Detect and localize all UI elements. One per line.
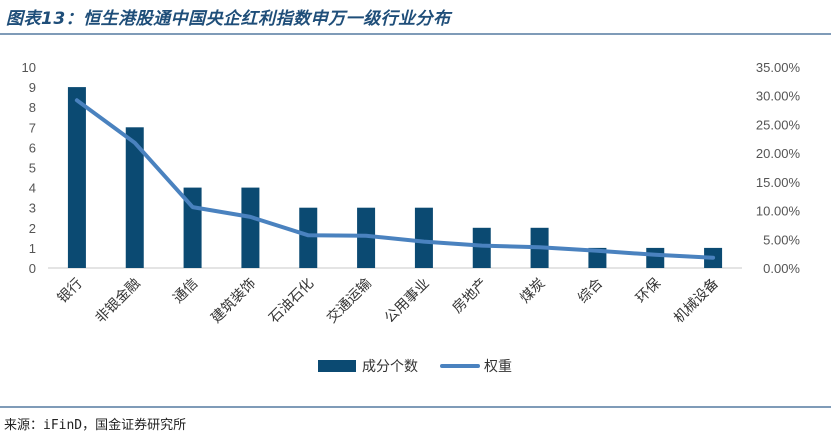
legend-bar-swatch <box>318 360 356 372</box>
left-axis-tick-label: 3 <box>29 201 36 216</box>
right-axis-tick-label: 0.00% <box>763 261 800 276</box>
chart-title: 图表13：恒生港股通中国央企红利指数申万一级行业分布 <box>6 9 451 29</box>
bar <box>125 127 144 268</box>
bar <box>414 207 433 268</box>
bar <box>299 207 318 268</box>
left-axis-tick-label: 5 <box>29 161 36 176</box>
right-axis-tick-label: 5.00% <box>763 232 800 247</box>
category-label: 非银金融 <box>93 276 144 327</box>
category-label: 房地产 <box>450 276 491 317</box>
left-axis-tick-label: 1 <box>29 241 36 256</box>
left-axis-tick-label: 10 <box>22 60 36 75</box>
legend-bar-label: 成分个数 <box>362 359 418 375</box>
category-label: 公用事业 <box>382 276 433 327</box>
category-label: 煤炭 <box>517 276 548 307</box>
category-label: 交通运输 <box>323 275 375 327</box>
left-axis-tick-label: 8 <box>29 100 36 115</box>
category-label: 综合 <box>575 276 606 307</box>
right-axis-tick-label: 30.00% <box>756 89 801 104</box>
bar <box>241 187 260 268</box>
bar <box>472 227 491 268</box>
right-axis-tick-label: 25.00% <box>756 117 801 132</box>
category-label: 环保 <box>633 276 664 307</box>
right-axis-tick-label: 15.00% <box>756 175 801 190</box>
category-label: 通信 <box>170 276 201 307</box>
right-axis-tick-label: 35.00% <box>756 60 801 75</box>
bar <box>67 87 86 268</box>
left-axis-tick-label: 6 <box>29 140 36 155</box>
left-axis-tick-label: 0 <box>29 261 36 276</box>
category-label: 银行 <box>55 276 86 307</box>
title-divider <box>0 33 831 35</box>
right-axis-tick-label: 20.00% <box>756 146 801 161</box>
bar <box>646 247 665 268</box>
source-note: 来源：iFinD，国金证券研究所 <box>4 418 187 433</box>
chart-svg: 0 1 2 3 4 5 6 7 8 9 10 0.00% 5.00% 10.00% 15.00% 20.00%… <box>22 60 801 375</box>
left-axis-tick-label: 4 <box>29 181 36 196</box>
bar <box>357 207 376 268</box>
left-axis-tick-label: 9 <box>29 80 36 95</box>
weight-line <box>74 98 716 260</box>
legend-line-label: 权重 <box>484 359 512 375</box>
left-axis-tick-label: 7 <box>29 120 36 135</box>
footer-divider <box>0 406 831 408</box>
right-axis-tick-label: 10.00% <box>756 204 801 219</box>
left-axis-tick-label: 2 <box>29 221 36 236</box>
category-label: 石油石化 <box>266 276 317 327</box>
category-label: 建筑装饰 <box>208 276 259 327</box>
category-label: 机械设备 <box>670 275 722 327</box>
